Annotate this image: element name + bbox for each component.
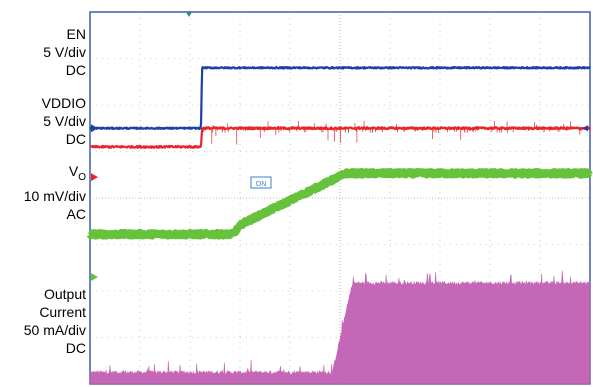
en-label: EN 5 V/div DC [43,25,86,79]
vo-waveform [86,168,593,240]
en-label-line-3: DC [65,62,86,78]
vo-label-line-3: AC [66,205,86,222]
vo-label: VO 10 mV/div AC [24,162,86,223]
traces [86,66,593,385]
en-trace [89,66,591,130]
vddio-label-line-3: DC [65,131,86,147]
iout-label: Output Current 50 mA/div DC [24,285,86,357]
reference-arrow-icon [582,125,588,132]
ground-marker-icon [91,124,98,133]
vddio-label-line-2: 5 V/div [43,113,86,129]
vo-label-main: V [68,163,79,179]
iout-label-line-1: Output [43,286,86,302]
iout-waveform [89,270,591,385]
channel-labels: EN 5 V/div DC VDDIO 5 V/div DC VO 10 mV/… [0,0,88,387]
vo-label-sub: O [78,171,86,183]
ground-markers [91,124,588,282]
trigger-marker-icon [186,12,192,17]
ground-marker-icon [91,273,98,282]
vddio-trace [89,120,591,149]
vddio-label-line-1: VDDIO [41,95,86,111]
vo-trace [86,168,593,240]
cursor-label-frame [250,176,272,189]
en-label-line-2: 5 V/div [43,44,86,60]
vo-label-line-1: VO [24,162,86,187]
iout-label-line-3: 50 mA/div [23,322,86,338]
cursor-label-text: ON [256,181,267,188]
iout-trace [89,270,591,385]
en-waveform [89,66,591,130]
vddio-label: VDDIO 5 V/div DC [42,94,86,148]
ground-marker-icon [91,173,98,182]
iout-label-line-2: Current [39,304,86,320]
vo-label-line-2: 10 mV/div [23,187,86,204]
en-label-line-1: EN [66,26,86,42]
cursor-label-box: ON [250,176,272,189]
iout-label-line-4: DC [65,340,86,356]
